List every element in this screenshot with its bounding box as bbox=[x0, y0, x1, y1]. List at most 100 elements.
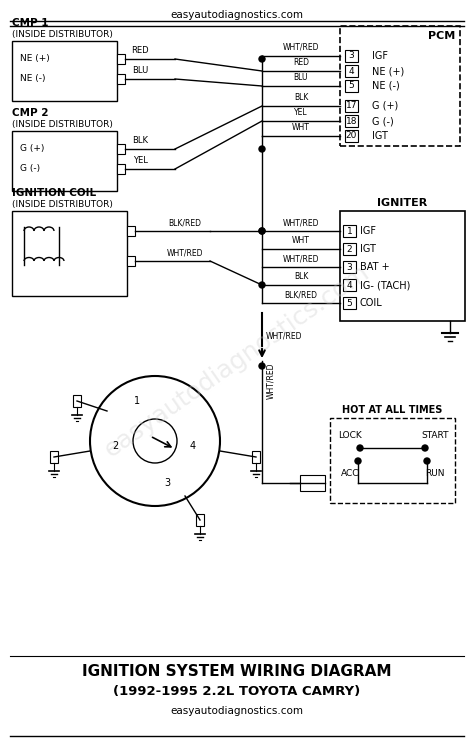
Bar bbox=[343, 225, 356, 237]
Text: NE (+): NE (+) bbox=[20, 55, 50, 64]
Bar bbox=[117, 144, 125, 154]
Circle shape bbox=[357, 445, 363, 451]
Bar bbox=[345, 115, 358, 127]
Text: IGF: IGF bbox=[372, 51, 388, 61]
Text: easyautodiagnostics.com: easyautodiagnostics.com bbox=[100, 260, 374, 462]
Circle shape bbox=[259, 228, 265, 234]
Text: 1: 1 bbox=[134, 396, 140, 406]
Text: IGNITION SYSTEM WIRING DIAGRAM: IGNITION SYSTEM WIRING DIAGRAM bbox=[82, 663, 392, 678]
Text: (1992-1995 2.2L TOYOTA CAMRY): (1992-1995 2.2L TOYOTA CAMRY) bbox=[113, 684, 361, 698]
Bar bbox=[12, 131, 117, 191]
Text: IGT: IGT bbox=[360, 244, 376, 254]
Text: BLU: BLU bbox=[294, 73, 308, 82]
Text: G (-): G (-) bbox=[20, 164, 40, 173]
Circle shape bbox=[259, 282, 265, 288]
Bar bbox=[330, 418, 455, 503]
Bar bbox=[117, 74, 125, 84]
Text: 18: 18 bbox=[346, 116, 357, 125]
Bar bbox=[343, 297, 356, 309]
Text: 1: 1 bbox=[346, 227, 352, 236]
Text: IGF: IGF bbox=[360, 226, 376, 236]
Text: G (+): G (+) bbox=[20, 144, 45, 153]
Circle shape bbox=[133, 419, 177, 463]
Bar bbox=[300, 475, 325, 491]
Bar bbox=[50, 451, 58, 463]
Text: 3: 3 bbox=[346, 263, 352, 272]
Text: IGNITER: IGNITER bbox=[377, 198, 428, 208]
Text: CMP 1: CMP 1 bbox=[12, 18, 48, 28]
Text: WHT/RED: WHT/RED bbox=[266, 363, 275, 400]
Circle shape bbox=[422, 445, 428, 451]
Text: IGT: IGT bbox=[372, 131, 388, 141]
Text: BLK/RED: BLK/RED bbox=[284, 290, 318, 299]
Text: NE (-): NE (-) bbox=[372, 81, 400, 91]
Bar bbox=[127, 256, 135, 266]
Text: 3: 3 bbox=[164, 478, 170, 488]
Text: IG- (TACH): IG- (TACH) bbox=[360, 280, 410, 290]
Text: ACC: ACC bbox=[341, 469, 359, 478]
Text: 17: 17 bbox=[346, 101, 357, 110]
Text: BLK: BLK bbox=[294, 93, 308, 102]
Text: YEL: YEL bbox=[133, 156, 147, 165]
Text: WHT/RED: WHT/RED bbox=[283, 254, 319, 263]
Circle shape bbox=[259, 363, 265, 369]
Bar bbox=[345, 50, 358, 62]
Bar bbox=[345, 130, 358, 142]
Text: 2: 2 bbox=[346, 245, 352, 254]
Text: NE (+): NE (+) bbox=[372, 66, 404, 76]
Circle shape bbox=[90, 376, 220, 506]
Circle shape bbox=[424, 458, 430, 464]
Text: LOCK: LOCK bbox=[338, 430, 362, 439]
Text: WHT/RED: WHT/RED bbox=[167, 248, 203, 257]
Text: 4: 4 bbox=[190, 441, 196, 451]
Bar bbox=[73, 395, 81, 407]
Bar bbox=[340, 211, 465, 321]
Text: CMP 2: CMP 2 bbox=[12, 108, 48, 118]
Text: NE (-): NE (-) bbox=[20, 74, 46, 83]
Bar bbox=[196, 514, 204, 526]
Text: 5: 5 bbox=[348, 82, 355, 91]
Text: START: START bbox=[421, 430, 449, 439]
Text: 4: 4 bbox=[349, 67, 354, 76]
Bar bbox=[343, 243, 356, 255]
Bar bbox=[345, 80, 358, 92]
Text: BLK: BLK bbox=[294, 272, 308, 281]
Text: 3: 3 bbox=[348, 52, 355, 61]
Bar bbox=[343, 279, 356, 291]
Bar bbox=[345, 100, 358, 112]
Text: (INSIDE DISTRIBUTOR): (INSIDE DISTRIBUTOR) bbox=[12, 119, 113, 128]
Text: BLU: BLU bbox=[132, 66, 148, 75]
Text: PCM: PCM bbox=[428, 31, 455, 41]
Text: G (-): G (-) bbox=[372, 116, 394, 126]
Bar bbox=[345, 65, 358, 77]
Circle shape bbox=[355, 458, 361, 464]
Bar bbox=[117, 164, 125, 174]
Circle shape bbox=[259, 228, 265, 234]
Bar bbox=[252, 451, 260, 463]
Text: 2: 2 bbox=[112, 441, 118, 451]
Circle shape bbox=[259, 56, 265, 62]
Text: HOT AT ALL TIMES: HOT AT ALL TIMES bbox=[342, 405, 443, 415]
Bar bbox=[340, 26, 460, 146]
Text: 4: 4 bbox=[346, 281, 352, 289]
Text: WHT/RED: WHT/RED bbox=[283, 43, 319, 52]
Circle shape bbox=[259, 146, 265, 152]
Bar bbox=[127, 226, 135, 236]
Text: 5: 5 bbox=[346, 298, 352, 307]
Text: easyautodiagnostics.com: easyautodiagnostics.com bbox=[171, 706, 303, 716]
Text: WHT: WHT bbox=[292, 123, 310, 132]
Text: BLK: BLK bbox=[132, 136, 148, 145]
Text: RUN: RUN bbox=[425, 469, 445, 478]
Text: IGNITION COIL: IGNITION COIL bbox=[12, 188, 96, 198]
Text: WHT/RED: WHT/RED bbox=[283, 218, 319, 227]
Text: WHT/RED: WHT/RED bbox=[266, 331, 302, 340]
Bar bbox=[117, 54, 125, 64]
Text: RED: RED bbox=[131, 46, 149, 55]
Text: (INSIDE DISTRIBUTOR): (INSIDE DISTRIBUTOR) bbox=[12, 200, 113, 209]
Bar bbox=[12, 211, 127, 296]
Text: G (+): G (+) bbox=[372, 101, 398, 111]
Text: (INSIDE DISTRIBUTOR): (INSIDE DISTRIBUTOR) bbox=[12, 29, 113, 38]
Text: 20: 20 bbox=[346, 131, 357, 140]
Text: RED: RED bbox=[293, 58, 309, 67]
Text: BLK/RED: BLK/RED bbox=[168, 218, 201, 227]
